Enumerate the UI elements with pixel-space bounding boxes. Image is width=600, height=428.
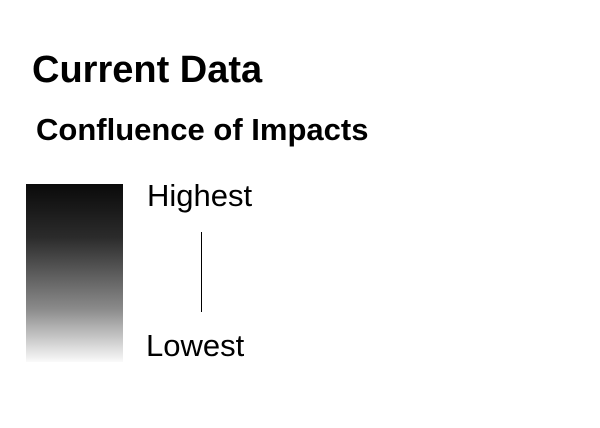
scale-connector-line xyxy=(201,232,202,312)
slide-title: Current Data xyxy=(32,49,263,91)
impact-gradient-bar xyxy=(26,184,123,362)
slide-subtitle: Confluence of Impacts xyxy=(36,112,369,147)
scale-low-label: Lowest xyxy=(146,328,245,363)
scale-high-label: Highest xyxy=(147,178,253,213)
